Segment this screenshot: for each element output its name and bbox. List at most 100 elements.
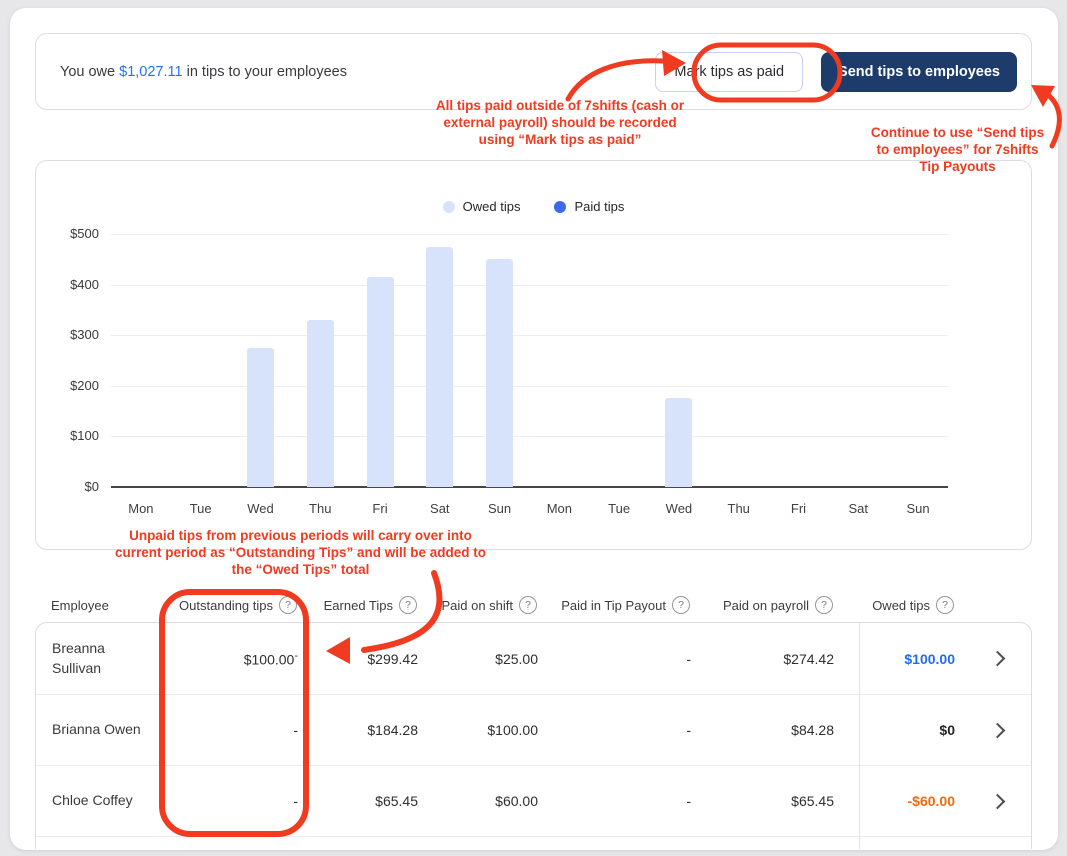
- column-header-label: Paid in Tip Payout: [561, 597, 666, 613]
- help-icon[interactable]: ?: [672, 596, 690, 614]
- chevron-right-icon[interactable]: [989, 793, 1005, 809]
- legend-label: Paid tips: [574, 199, 625, 214]
- column-header-outstanding-tips: Outstanding tips?: [175, 596, 302, 614]
- owed-tips-bar[interactable]: [246, 347, 274, 487]
- paid-in-tip-payout-cell: -: [686, 793, 691, 809]
- y-axis-tick-label: $200: [70, 377, 99, 393]
- gridline: [111, 284, 948, 286]
- x-axis-label: Sat: [848, 501, 869, 516]
- owed-tips-bar[interactable]: [306, 320, 334, 487]
- table-row[interactable]: Chloe Coffey - $65.45 $60.00 - $65.45 -$60.00: [36, 765, 1031, 836]
- x-axis-label: Wed: [665, 501, 693, 516]
- bar-slot-sat-5: [410, 234, 470, 487]
- employee-name-text: Chloe Coffey: [52, 792, 133, 809]
- outstanding-amount: $100.00: [243, 651, 295, 668]
- bar-series: [111, 234, 948, 487]
- x-axis-label: Wed: [247, 501, 274, 516]
- earned-tips-cell: $299.42: [367, 650, 418, 667]
- x-axis-label: Fri: [790, 501, 807, 516]
- table-row-partial: [36, 836, 1031, 849]
- employee-name: Brianna Owen: [36, 720, 176, 740]
- paid-on-payroll-cell: $65.45: [791, 793, 834, 809]
- gridline: [111, 335, 948, 337]
- annotation-outstanding-note: Unpaid tips from previous periods will c…: [114, 528, 487, 578]
- table-row[interactable]: Breanna Sullivan $100.00- $299.42 $25.00- $2…: [36, 623, 1031, 694]
- help-icon[interactable]: ?: [936, 596, 954, 614]
- employee-name-text: Breanna Sullivan: [52, 639, 105, 676]
- employee-table-header: Employee Outstanding tips? Earned Tips? Pai…: [35, 594, 1032, 616]
- header-actions: Mark tips as paid Send tips to employees: [655, 51, 1017, 92]
- owed-tips-cell: -$60.00: [907, 793, 955, 809]
- bar-slot-mon-0: [111, 234, 171, 487]
- earned-tips-cell: $184.28: [367, 722, 418, 738]
- column-header-label: Paid on payroll: [723, 597, 809, 613]
- outstanding-tips-cell: $100.00-: [176, 650, 303, 668]
- owed-tips-bar[interactable]: [665, 398, 693, 487]
- column-header-label: Employee: [51, 597, 109, 613]
- chart-plot-area: $0 $100 $200 $300 $400 $500: [70, 226, 948, 494]
- y-axis-tick-label: $300: [70, 327, 99, 343]
- column-header-label: Paid on shift: [441, 597, 513, 613]
- employee-table: Breanna Sullivan $100.00- $299.42 $25.00- $2…: [35, 622, 1032, 849]
- help-icon[interactable]: ?: [815, 596, 833, 614]
- column-header-employee: Employee: [35, 598, 175, 613]
- owed-tips-bar[interactable]: [366, 277, 394, 487]
- bar-slot-fri-11: [769, 234, 829, 487]
- legend-item-owed-tips[interactable]: Owed tips: [442, 199, 520, 214]
- x-axis-label: Tue: [189, 501, 212, 516]
- outstanding-footnote-mark: -: [294, 649, 298, 662]
- outstanding-tips-cell: -: [176, 793, 303, 809]
- outstanding-amount: -: [293, 793, 298, 809]
- owe-amount: $1,027.11: [119, 63, 183, 80]
- y-axis-tick-label: $0: [84, 479, 99, 494]
- paid-on-shift-cell: $100.00: [487, 722, 538, 738]
- bar-slot-tue-1: [171, 234, 231, 487]
- owe-message-prefix: You owe: [60, 63, 120, 80]
- help-icon[interactable]: ?: [399, 596, 417, 614]
- legend-dot-icon: [442, 200, 455, 213]
- paid-in-tip-payout-cell: -: [686, 650, 691, 667]
- gridline: [111, 436, 948, 438]
- row-detail-cell: [961, 722, 1031, 738]
- bar-slot-sun-13: [888, 234, 948, 487]
- owe-message: You owe $1,027.11 in tips to your employ…: [60, 64, 347, 80]
- x-axis-label: Tue: [608, 501, 631, 516]
- owed-tips-cell: $0: [939, 722, 955, 738]
- bar-slot-tue-8: [589, 234, 649, 487]
- bar-slot-wed-2: [231, 234, 291, 487]
- column-header-label: Earned Tips: [323, 597, 393, 613]
- table-row[interactable]: Brianna Owen - $184.28 $100.00 - $84.28 $0: [36, 694, 1031, 765]
- legend-item-paid-tips[interactable]: Paid tips: [554, 199, 624, 214]
- paid-on-shift-cell: $60.00: [495, 793, 538, 809]
- employee-name: Breanna Sullivan: [36, 639, 176, 678]
- paid-on-payroll-cell: $84.28: [791, 722, 834, 738]
- owed-tips-bar[interactable]: [426, 246, 454, 487]
- mark-tips-as-paid-button[interactable]: Mark tips as paid: [655, 51, 804, 92]
- legend-dot-icon: [554, 200, 567, 213]
- owed-tips-bar[interactable]: [486, 259, 514, 487]
- x-axis-label: Mon: [546, 501, 572, 516]
- bar-slot-sat-12: [828, 234, 888, 487]
- bar-slot-thu-3: [290, 234, 350, 487]
- y-axis-tick-label: $100: [70, 428, 99, 444]
- send-tips-to-employees-button[interactable]: Send tips to employees: [821, 51, 1017, 92]
- owed-tips-column-divider: [859, 623, 860, 849]
- y-axis-tick-label: $500: [70, 226, 99, 241]
- paid-on-payroll-cell: $274.42: [783, 650, 834, 667]
- column-header-paid-in-tip-payout: Paid in Tip Payout?: [540, 596, 693, 614]
- owed-tips-cell: $100.00: [904, 650, 955, 667]
- x-axis-label: Sat: [430, 501, 450, 516]
- column-header-owed-tips: Owed tips?: [858, 596, 960, 614]
- bar-slot-thu-10: [709, 234, 769, 487]
- earned-tips-cell: $65.45: [375, 793, 418, 809]
- bar-slot-wed-9: [649, 234, 709, 487]
- chevron-right-icon[interactable]: [989, 722, 1005, 738]
- employee-name-text: Brianna Owen: [52, 721, 141, 738]
- gridline: [111, 385, 948, 387]
- x-axis-line: [111, 486, 948, 488]
- help-icon[interactable]: ?: [519, 596, 537, 614]
- help-icon[interactable]: ?: [279, 596, 297, 614]
- chevron-right-icon[interactable]: [989, 650, 1005, 667]
- outstanding-tips-cell: -: [176, 722, 303, 738]
